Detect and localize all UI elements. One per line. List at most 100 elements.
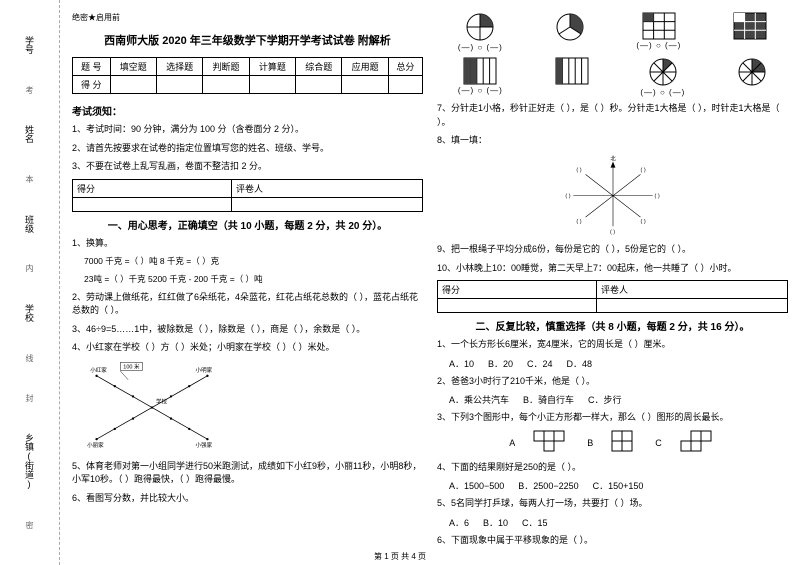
- dash-mark: 封: [24, 394, 35, 402]
- q8: 8、填一填：: [437, 134, 788, 148]
- right-column: (—) ○ (—) (—) ○ (—) (—) ○ (—): [437, 12, 788, 547]
- q10: 10、小林晚上10：00睡觉，第二天早上7：00起床，他一共睡了（ ）小时。: [437, 262, 788, 276]
- tetromino-t-icon: [533, 430, 569, 456]
- binding-margin: 学号 考 姓名 本 班级 内 学校 线 封 乡镇(街道) 密: [0, 0, 60, 565]
- opt-a: A．乘公共汽车: [449, 393, 509, 406]
- frac-bars-1: (—) ○ (—): [458, 57, 503, 97]
- scale-label: 100 米: [123, 362, 140, 370]
- s2q2-options: A．乘公共汽车 B．骑自行车 C．步行: [437, 393, 788, 406]
- label-xiangzhen: 乡镇(街道): [23, 433, 36, 489]
- tetromino-row: A B C: [437, 430, 788, 456]
- gb-score: 得分: [438, 281, 597, 299]
- compass-figure: 北 ( ) ( ) ( ) ( ) ( ) ( ) ( ): [548, 153, 678, 239]
- th-judge: 判断题: [203, 58, 249, 76]
- th-num: 题 号: [73, 58, 111, 76]
- label-xiaoqiang: 小强家: [196, 441, 213, 449]
- q5: 5、体育老师对第一小组同学进行50米跑测试，成绩如下小红9秒，小丽11秒，小明8…: [72, 460, 423, 487]
- label-xiaoming: 小明家: [196, 365, 213, 373]
- th-calc: 计算题: [249, 58, 295, 76]
- s2q1: 1、一个长方形长6厘米，宽4厘米，它的周长是（ ）厘米。: [437, 338, 788, 352]
- circle-eighths-2-icon: [737, 57, 767, 87]
- gb-blank: [597, 299, 788, 313]
- q1: 1、换算。: [72, 237, 423, 251]
- blank-compare: (—) ○ (—): [458, 86, 503, 95]
- frac-grid-1: (—) ○ (—): [636, 12, 681, 52]
- gb-marker: 评卷人: [232, 179, 423, 197]
- th-comp: 综合题: [296, 58, 342, 76]
- opt-c: C．150+150: [593, 479, 644, 492]
- gb-blank: [438, 299, 597, 313]
- q6: 6、看图写分数，并比较大小。: [72, 492, 423, 506]
- s2q2: 2、爸爸3小时行了210千米，他是（ ）。: [437, 375, 788, 389]
- frac-circle-1: (—) ○ (—): [458, 12, 503, 52]
- blank-compare: (—) ○ (—): [458, 43, 503, 52]
- td-blank: [156, 76, 202, 94]
- opt-c: C．步行: [588, 393, 622, 406]
- secret-label: 绝密★启用前: [72, 12, 423, 23]
- blank-w: ( ): [565, 193, 570, 199]
- blank-se: ( ): [640, 219, 645, 225]
- q9: 9、把一根绳子平均分成6份，每份是它的（ ），5份是它的（ ）。: [437, 243, 788, 257]
- opt-a: A．6: [449, 516, 469, 529]
- main-content: 绝密★启用前 西南师大版 2020 年三年级数学下学期开学考试试卷 附解析 题 …: [60, 0, 800, 565]
- tetromino-s-icon: [680, 430, 716, 456]
- gb-marker: 评卷人: [597, 281, 788, 299]
- tetromino-square-icon: [611, 430, 637, 456]
- dash-mark: 本: [24, 175, 35, 183]
- opt-c: C．15: [522, 516, 548, 529]
- s2q1-options: A．10 B．20 C．24 D．48: [437, 357, 788, 370]
- label-xuexiao: 学校: [23, 304, 36, 322]
- grade-box: 得分 评卷人: [72, 179, 423, 212]
- opt-a-label: A: [509, 438, 515, 448]
- label-banji: 班级: [23, 215, 36, 233]
- page-footer: 第 1 页 共 4 页: [0, 551, 800, 562]
- s2q4: 4、下面的结果刚好是250的是（ ）。: [437, 461, 788, 475]
- grid-3x3-icon: [642, 12, 676, 40]
- s2q5: 5、5名同学打乒球，每两人打一场，共要打（ ）场。: [437, 497, 788, 511]
- label-xingming: 姓名: [23, 125, 36, 143]
- q2: 2、劳动课上做纸花，红红做了6朵纸花，4朵蓝花，红花占纸花总数的（ ），蓝花占纸…: [72, 291, 423, 318]
- dash-mark: 考: [24, 86, 35, 94]
- blank-nw: ( ): [576, 167, 581, 173]
- gb-blank: [73, 197, 232, 211]
- score-table: 题 号 填空题 选择题 判断题 计算题 综合题 应用题 总分 得 分: [72, 57, 423, 94]
- q1-line-b: 23吨 =（ ）千克 5200 千克 - 200 千克 =（ ）吨: [72, 273, 423, 286]
- td-blank: [249, 76, 295, 94]
- cross-roads-figure: 100 米 小红家 小明家 学校 小丽家 小强家: [72, 360, 232, 455]
- grade-box-2: 得分 评卷人: [437, 280, 788, 313]
- td-blank: [296, 76, 342, 94]
- td-blank: [203, 76, 249, 94]
- circle-thirds-icon: [555, 12, 585, 42]
- notice-line-1: 1、考试时间：90 分钟，满分为 100 分（含卷面分 2 分）。: [72, 123, 423, 137]
- frac-circle-3: (—) ○ (—): [640, 57, 685, 97]
- q7: 7、分针走1小格，秒针正好走（ ），是（ ）秒。分针走1大格是（ ），时针走1大…: [437, 102, 788, 129]
- gb-score: 得分: [73, 179, 232, 197]
- notice-heading: 考试须知：: [72, 103, 423, 118]
- td-score: 得 分: [73, 76, 111, 94]
- dash-mark: 内: [24, 264, 35, 272]
- opt-b: B．20: [488, 357, 513, 370]
- circle-eighths-icon: [648, 57, 678, 87]
- blank-compare: (—) ○ (—): [636, 41, 681, 50]
- notice-line-3: 3、不要在试卷上乱写乱画，卷面不整洁扣 2 分。: [72, 160, 423, 174]
- bars-vertical-icon: [463, 57, 497, 85]
- q3: 3、46÷9=5……1中，被除数是（ ），除数是（ ），商是（ ），余数是（ ）…: [72, 323, 423, 337]
- blank-ne: ( ): [640, 167, 645, 173]
- frac-circle-4: [737, 57, 767, 97]
- q1-line-a: 7000 千克 =（ ）吨 8 千克 =（ ）克: [72, 255, 423, 268]
- opt-d: D．48: [567, 357, 593, 370]
- section-2-heading: 二、反复比较，慎重选择（共 8 小题，每题 2 分，共 16 分）。: [437, 318, 788, 333]
- compass-north: 北: [610, 154, 616, 162]
- fraction-row-1: (—) ○ (—) (—) ○ (—): [437, 12, 788, 52]
- notice-line-2: 2、请首先按要求在试卷的指定位置填写您的姓名、班级、学号。: [72, 142, 423, 156]
- exam-title: 西南师大版 2020 年三年级数学下学期开学考试试卷 附解析: [72, 32, 423, 48]
- opt-b: B．10: [483, 516, 508, 529]
- blank-sw: ( ): [576, 219, 581, 225]
- th-choice: 选择题: [156, 58, 202, 76]
- td-blank: [110, 76, 156, 94]
- bars-vertical-2-icon: [555, 57, 589, 85]
- q4: 4、小红家在学校（ ）方（ ）米处；小明家在学校（ ）（ ）米处。: [72, 341, 423, 355]
- th-total: 总分: [388, 58, 422, 76]
- dash-mark: 线: [24, 354, 35, 362]
- s2q3: 3、下列3个图形中，每个小正方形都一样大，那么（ ）图形的周长最长。: [437, 411, 788, 425]
